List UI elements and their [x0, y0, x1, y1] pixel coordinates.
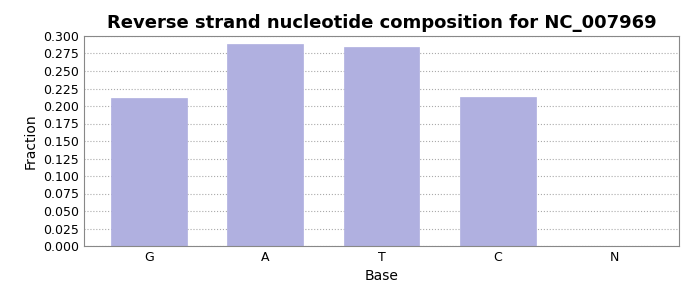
X-axis label: Base: Base — [365, 269, 398, 284]
Title: Reverse strand nucleotide composition for NC_007969: Reverse strand nucleotide composition fo… — [106, 14, 657, 32]
Bar — [344, 46, 419, 246]
Bar — [111, 98, 187, 246]
Bar — [460, 97, 536, 246]
Y-axis label: Fraction: Fraction — [24, 113, 38, 169]
Bar — [228, 44, 303, 246]
